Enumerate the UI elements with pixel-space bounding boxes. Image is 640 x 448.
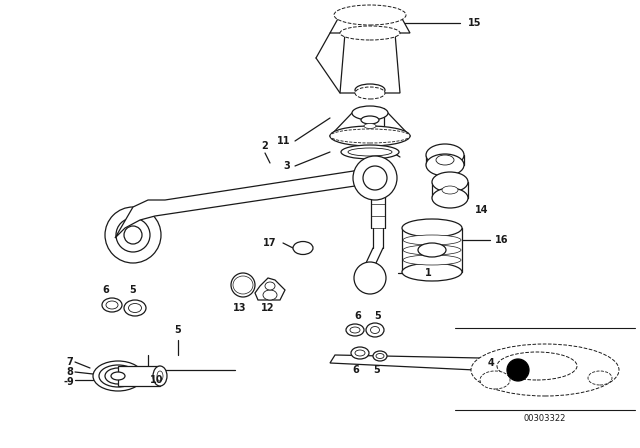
- Ellipse shape: [330, 129, 410, 143]
- Text: 7: 7: [66, 357, 73, 367]
- Ellipse shape: [111, 372, 125, 380]
- Text: 4: 4: [488, 358, 495, 368]
- Ellipse shape: [355, 87, 385, 99]
- Text: 5: 5: [130, 285, 136, 295]
- Ellipse shape: [330, 126, 410, 146]
- Ellipse shape: [105, 368, 131, 384]
- Ellipse shape: [402, 219, 462, 237]
- Ellipse shape: [403, 255, 461, 265]
- Text: 3: 3: [284, 161, 290, 171]
- Ellipse shape: [371, 327, 380, 333]
- Ellipse shape: [341, 145, 399, 159]
- Polygon shape: [115, 168, 385, 238]
- Ellipse shape: [497, 352, 577, 380]
- Ellipse shape: [334, 5, 406, 25]
- Polygon shape: [255, 278, 285, 300]
- Ellipse shape: [366, 323, 384, 337]
- Circle shape: [363, 166, 387, 190]
- Ellipse shape: [346, 324, 364, 336]
- Text: 16: 16: [495, 235, 509, 245]
- Text: 13: 13: [233, 303, 247, 313]
- Circle shape: [124, 226, 142, 244]
- Ellipse shape: [588, 371, 612, 385]
- Circle shape: [354, 262, 386, 294]
- Ellipse shape: [355, 350, 365, 356]
- Ellipse shape: [129, 303, 141, 313]
- Text: 00303322: 00303322: [524, 414, 566, 423]
- Text: 6: 6: [102, 285, 109, 295]
- Ellipse shape: [153, 366, 167, 386]
- Ellipse shape: [124, 300, 146, 316]
- Text: 14: 14: [475, 205, 488, 215]
- Ellipse shape: [432, 172, 468, 192]
- Text: 12: 12: [261, 303, 275, 313]
- Polygon shape: [330, 15, 410, 33]
- Ellipse shape: [355, 84, 385, 96]
- Ellipse shape: [471, 344, 619, 396]
- Polygon shape: [340, 33, 400, 93]
- Ellipse shape: [426, 144, 464, 166]
- Circle shape: [507, 359, 529, 381]
- Text: 1: 1: [425, 268, 432, 278]
- Bar: [118, 366, 160, 386]
- Text: 6: 6: [355, 311, 362, 321]
- Text: 11: 11: [276, 136, 290, 146]
- Polygon shape: [330, 355, 480, 370]
- Ellipse shape: [99, 365, 137, 387]
- Ellipse shape: [352, 106, 388, 120]
- Ellipse shape: [373, 351, 387, 361]
- Circle shape: [231, 273, 255, 297]
- Text: 8: 8: [66, 367, 73, 377]
- Ellipse shape: [351, 347, 369, 359]
- Ellipse shape: [418, 243, 446, 257]
- Text: 15: 15: [468, 18, 481, 28]
- Text: 5: 5: [175, 325, 181, 335]
- Ellipse shape: [265, 282, 275, 290]
- Ellipse shape: [102, 298, 122, 312]
- Text: 5: 5: [374, 365, 380, 375]
- Text: -9: -9: [63, 377, 74, 387]
- Circle shape: [353, 156, 397, 200]
- Ellipse shape: [293, 241, 313, 254]
- Ellipse shape: [403, 235, 461, 245]
- Ellipse shape: [350, 327, 360, 333]
- Ellipse shape: [442, 186, 458, 194]
- Text: 5: 5: [374, 311, 381, 321]
- Circle shape: [116, 218, 150, 252]
- Circle shape: [105, 207, 161, 263]
- Text: 17: 17: [263, 238, 276, 248]
- Ellipse shape: [376, 353, 384, 358]
- Ellipse shape: [426, 154, 464, 176]
- Text: 10: 10: [150, 375, 163, 385]
- Ellipse shape: [402, 263, 462, 281]
- Ellipse shape: [432, 188, 468, 208]
- Ellipse shape: [436, 155, 454, 165]
- Ellipse shape: [348, 148, 392, 156]
- Ellipse shape: [93, 361, 143, 391]
- Text: 6: 6: [353, 365, 360, 375]
- Ellipse shape: [263, 290, 277, 300]
- Ellipse shape: [340, 26, 400, 40]
- Ellipse shape: [106, 301, 118, 309]
- Ellipse shape: [364, 124, 376, 129]
- Ellipse shape: [480, 371, 510, 389]
- Ellipse shape: [361, 116, 379, 124]
- Ellipse shape: [233, 276, 253, 294]
- Ellipse shape: [157, 371, 163, 381]
- Ellipse shape: [403, 245, 461, 255]
- Text: 2: 2: [262, 141, 268, 151]
